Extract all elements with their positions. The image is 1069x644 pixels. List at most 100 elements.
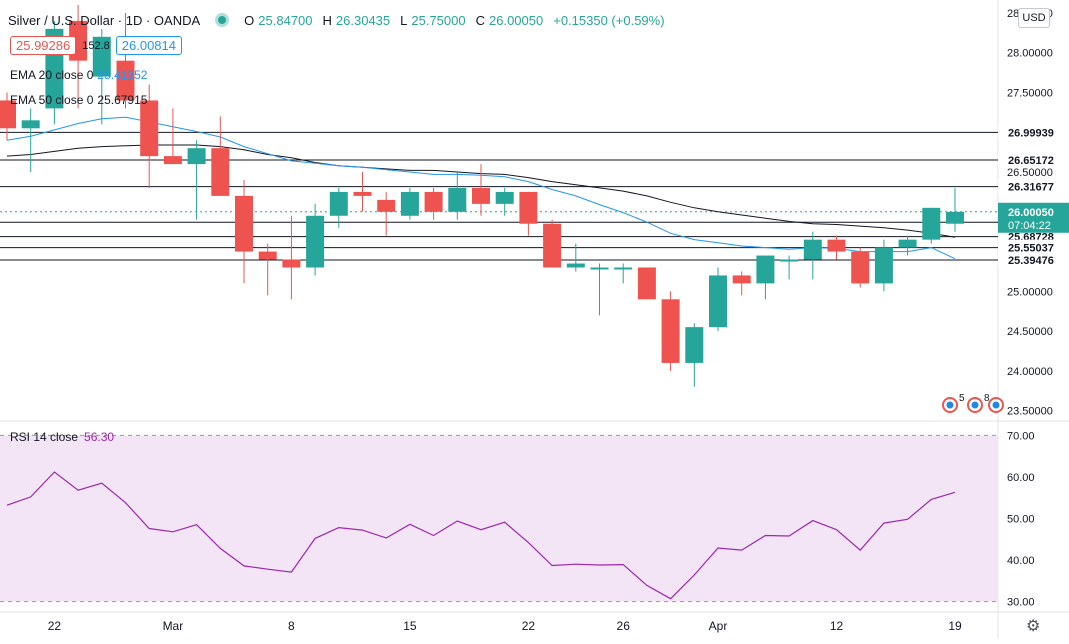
level-label: 25.55037 — [1008, 243, 1054, 255]
time-tick-label: 22 — [48, 619, 62, 633]
candle-body — [235, 195, 253, 252]
candle-body — [0, 100, 16, 129]
high-label: H — [322, 12, 332, 28]
rsi-tick-label: 30.00 — [1007, 597, 1035, 609]
symbol-title[interactable]: Silver / U.S. Dollar · 1D · OANDA — [8, 12, 201, 28]
time-tick-label: 22 — [522, 619, 536, 633]
candle-body — [187, 148, 206, 165]
rsi-tick-label: 40.00 — [1007, 555, 1035, 567]
candle-body — [211, 148, 230, 196]
time-tick-label: 26 — [617, 619, 631, 633]
candle-body — [329, 191, 348, 216]
candle-body — [140, 100, 159, 157]
rsi-line — [6, 471, 956, 600]
candle-body — [306, 215, 325, 268]
candle-body — [898, 239, 917, 248]
candle-body — [21, 120, 40, 129]
candle-body — [116, 60, 135, 101]
ema50-label: EMA 50 close 0 — [10, 93, 94, 107]
level-label-bg — [998, 178, 1069, 195]
candle-body — [282, 259, 301, 268]
price-tick-label: 27.50000 — [1007, 87, 1053, 99]
rsi-value: 56.30 — [84, 430, 115, 444]
candle-body — [732, 275, 751, 284]
candle-body — [827, 239, 846, 252]
time-tick-label: Mar — [163, 619, 184, 633]
price-tick-label: 26.50000 — [1007, 167, 1053, 179]
candle-body — [756, 255, 775, 284]
currency-button[interactable]: USD — [1018, 8, 1050, 28]
change-value: +0.15350 (+0.59%) — [553, 12, 665, 28]
level-label: 26.31677 — [1008, 182, 1054, 194]
candle-body — [258, 251, 277, 260]
open-value: 25.84700 — [258, 12, 313, 28]
candle-body — [709, 275, 727, 328]
level-label: 26.65172 — [1008, 155, 1054, 167]
candle-body — [163, 156, 182, 165]
level-label: 25.39476 — [1008, 255, 1054, 267]
buy-button[interactable]: 26.00814 — [115, 36, 182, 55]
candle-body — [543, 223, 562, 268]
candle-body — [424, 191, 443, 212]
gear-icon[interactable]: ⚙ — [1026, 618, 1041, 635]
level-label: 26.99939 — [1008, 127, 1054, 139]
price-tick-label: 24.50000 — [1007, 326, 1053, 338]
price-tick-label: 28.00000 — [1007, 48, 1053, 60]
candle-body — [851, 251, 870, 284]
candle-body — [353, 191, 372, 196]
low-value: 25.75000 — [411, 12, 466, 28]
level-label-bg — [998, 239, 1069, 256]
candle-body — [448, 187, 467, 212]
candle-body — [685, 327, 704, 363]
ema20-label: EMA 20 close 0 — [10, 68, 94, 82]
ohlc-header: Silver / U.S. Dollar · 1D · OANDA O 25.84… — [8, 10, 671, 30]
countdown-label: 07:04:22 — [1008, 220, 1051, 232]
open-label: O — [244, 12, 255, 28]
price-tick-label: 25.00000 — [1007, 286, 1053, 298]
time-tick-label: 8 — [288, 619, 295, 633]
time-tick-label: 15 — [403, 619, 417, 633]
price-tick-label: 23.50000 — [1007, 406, 1053, 418]
candle-body — [614, 267, 633, 270]
candle-body — [661, 299, 680, 363]
rsi-band — [0, 435, 998, 602]
sell-button[interactable]: 25.99286 — [10, 36, 77, 55]
candle-body — [922, 207, 941, 240]
low-label: L — [400, 12, 408, 28]
time-tick-label: Apr — [709, 619, 728, 633]
candle-body — [92, 36, 111, 77]
time-tick-label: 12 — [830, 619, 844, 633]
rsi-tick-label: 60.00 — [1007, 472, 1035, 484]
close-value: 26.00050 — [489, 12, 544, 28]
price-boxes: 25.99286 152.8 26.00814 — [10, 36, 182, 55]
ema20-value: 25.41352 — [97, 68, 148, 82]
last-price-label: 26.00050 — [1008, 207, 1054, 219]
high-value: 26.30435 — [335, 12, 391, 28]
event-flag-center — [946, 401, 954, 409]
close-label: C — [475, 12, 485, 28]
time-tick-label: 19 — [948, 619, 962, 633]
price-tick-label: 24.00000 — [1007, 366, 1053, 378]
event-flag-count: 8 — [984, 393, 990, 404]
level-label-bg — [998, 124, 1069, 141]
event-flag-center — [992, 401, 1000, 409]
rsi-tick-label: 70.00 — [1007, 430, 1035, 442]
last-price-badge — [998, 202, 1069, 233]
ema20-legend[interactable]: EMA 20 close 0 25.41352 — [10, 68, 147, 82]
level-label-bg — [998, 151, 1069, 168]
candle-body — [780, 259, 799, 262]
candle-body — [803, 239, 822, 260]
candle-body — [590, 267, 609, 270]
candle-body — [400, 191, 419, 216]
event-flag-count: 5 — [959, 393, 965, 404]
market-open-icon — [218, 16, 227, 24]
candle-body — [495, 191, 514, 204]
rsi-legend[interactable]: RSI 14 close 56.30 — [10, 430, 114, 444]
event-flag-center — [971, 401, 979, 409]
candle-body — [377, 199, 396, 212]
ema50-legend[interactable]: EMA 50 close 0 25.67915 — [10, 93, 147, 107]
candle-body — [874, 247, 893, 284]
candle-body — [637, 267, 656, 300]
